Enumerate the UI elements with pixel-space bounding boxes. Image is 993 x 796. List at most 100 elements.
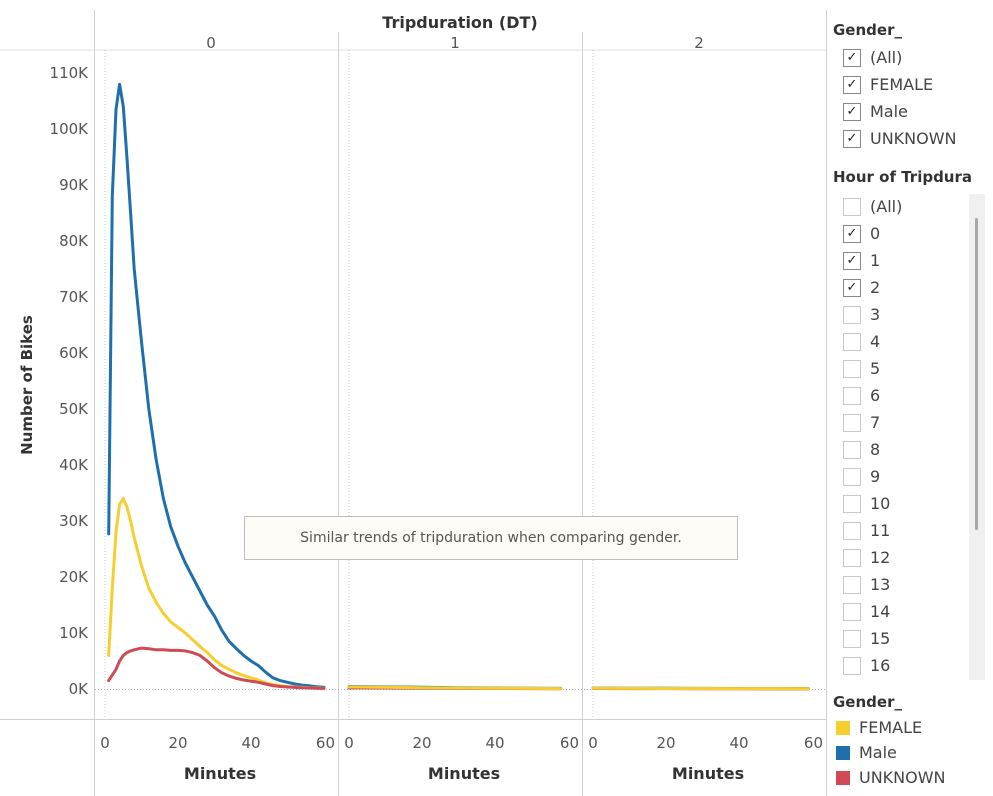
hour-filter-option[interactable]: 3 xyxy=(833,301,973,328)
y-tick-label: 110K xyxy=(50,64,90,82)
gender-filter: Gender_ ✓ (All) ✓ FEMALE ✓ Male ✓ UNKNOWN xyxy=(833,19,993,152)
y-tick-label: 50K xyxy=(59,400,89,418)
chart-frame xyxy=(0,10,827,796)
gender-filter-checkbox[interactable]: ✓ xyxy=(843,102,861,121)
hour-filter-checkbox[interactable] xyxy=(843,602,861,621)
hour-filter-option-label: 5 xyxy=(870,359,881,378)
hour-filter-checkbox[interactable] xyxy=(843,521,861,540)
hour-filter-option-label: 11 xyxy=(870,521,891,540)
hour-filter-option-label: (All) xyxy=(870,197,903,216)
legend-label: UNKNOWN xyxy=(859,768,946,787)
hour-filter-checkbox[interactable]: ✓ xyxy=(843,278,861,297)
hour-filter-checkbox[interactable] xyxy=(843,575,861,594)
y-tick-label: 100K xyxy=(50,120,90,138)
hour-filter-option[interactable]: 15 xyxy=(833,625,973,652)
hour-filter-checkbox[interactable] xyxy=(843,548,861,567)
gender-filter-checkbox[interactable]: ✓ xyxy=(843,129,861,148)
hour-filter-option-label: 1 xyxy=(870,251,881,270)
x-tick-label: 60 xyxy=(804,734,823,752)
hour-filter-option[interactable]: 13 xyxy=(833,571,973,598)
check-icon: ✓ xyxy=(846,76,858,92)
gender-filter-checkbox[interactable]: ✓ xyxy=(843,75,861,94)
hour-filter-option[interactable]: 14 xyxy=(833,598,973,625)
chart-gridlines xyxy=(95,50,826,719)
annotation-text: Similar trends of tripduration when comp… xyxy=(300,530,682,546)
hour-filter-scroll-thumb[interactable] xyxy=(975,218,978,530)
hour-filter-option[interactable]: 4 xyxy=(833,328,973,355)
hour-filter: Hour of Tripdura.. (All) ✓ 0 ✓ 1 ✓ 2 3 4 5 6 7 8 9 10 1… xyxy=(833,166,973,679)
color-legend: Gender_ FEMALE Male UNKNOWN xyxy=(833,691,993,790)
y-tick-label: 0K xyxy=(69,680,90,698)
hour-filter-option-label: 7 xyxy=(870,413,881,432)
hour-filter-option[interactable]: 5 xyxy=(833,355,973,382)
gender-filter-option[interactable]: ✓ FEMALE xyxy=(833,71,993,98)
hour-filter-checkbox[interactable] xyxy=(843,629,861,648)
hour-filter-checkbox[interactable] xyxy=(843,440,861,459)
hour-filter-option-label: 16 xyxy=(870,656,891,675)
x-tick-label: 0 xyxy=(344,734,354,752)
gender-filter-option[interactable]: ✓ (All) xyxy=(833,44,993,71)
hour-filter-checkbox[interactable] xyxy=(843,386,861,405)
hour-filter-checkbox[interactable]: ✓ xyxy=(843,224,861,243)
hour-filter-checkbox[interactable]: ✓ xyxy=(843,251,861,270)
gender-filter-checkbox[interactable]: ✓ xyxy=(843,48,861,67)
gender-filter-option-label: Male xyxy=(870,102,908,121)
x-tick-label: 0 xyxy=(588,734,598,752)
x-tick-label: 40 xyxy=(485,734,504,752)
hour-filter-option[interactable]: ✓ 1 xyxy=(833,247,973,274)
hour-filter-option[interactable]: 6 xyxy=(833,382,973,409)
hour-filter-option[interactable]: 11 xyxy=(833,517,973,544)
gender-filter-option[interactable]: ✓ UNKNOWN xyxy=(833,125,993,152)
gender-filter-option[interactable]: ✓ Male xyxy=(833,98,993,125)
x-tick-label: 20 xyxy=(412,734,431,752)
hour-filter-checkbox[interactable] xyxy=(843,656,861,675)
gender-filter-option-label: UNKNOWN xyxy=(870,129,957,148)
hour-filter-checkbox[interactable] xyxy=(843,305,861,324)
hour-filter-option-label: 9 xyxy=(870,467,881,486)
legend-item[interactable]: UNKNOWN xyxy=(833,765,993,790)
y-tick-label: 30K xyxy=(59,512,89,530)
check-icon: ✓ xyxy=(846,225,858,241)
hour-filter-checkbox[interactable] xyxy=(843,359,861,378)
hour-filter-option-label: 14 xyxy=(870,602,891,621)
check-icon: ✓ xyxy=(846,252,858,268)
hour-filter-option-label: 4 xyxy=(870,332,881,351)
hour-filter-option[interactable]: 12 xyxy=(833,544,973,571)
legend-title: Gender_ xyxy=(833,693,902,711)
check-icon: ✓ xyxy=(846,49,858,65)
hour-filter-checkbox[interactable] xyxy=(843,332,861,351)
hour-filter-checkbox[interactable] xyxy=(843,413,861,432)
y-tick-label: 40K xyxy=(59,456,89,474)
x-tick-label: 20 xyxy=(656,734,675,752)
legend-swatch xyxy=(836,745,850,760)
gender-filter-option-label: (All) xyxy=(870,48,903,67)
hour-filter-option-label: 0 xyxy=(870,224,881,243)
check-icon: ✓ xyxy=(846,130,858,146)
chart-labels: Tripduration (DT) Number of Bikes 0K 10K 20K… xyxy=(18,13,823,783)
x-tick-label: 20 xyxy=(168,734,187,752)
legend-item[interactable]: FEMALE xyxy=(833,715,993,740)
y-tick-label: 90K xyxy=(59,176,89,194)
legend-item[interactable]: Male xyxy=(833,740,993,765)
x-axis-label: Minutes xyxy=(184,764,256,783)
hour-filter-option[interactable]: (All) xyxy=(833,193,973,220)
hour-filter-option-label: 12 xyxy=(870,548,891,567)
hour-filter-option[interactable]: 7 xyxy=(833,409,973,436)
panel-header-label: 0 xyxy=(206,34,216,52)
hour-filter-option[interactable]: ✓ 2 xyxy=(833,274,973,301)
y-tick-label: 70K xyxy=(59,288,89,306)
column-header-title: Tripduration (DT) xyxy=(382,13,537,32)
hour-filter-option[interactable]: ✓ 0 xyxy=(833,220,973,247)
hour-filter-option-label: 10 xyxy=(870,494,891,513)
x-axis-label: Minutes xyxy=(672,764,744,783)
legend-swatch xyxy=(836,770,850,785)
hour-filter-checkbox[interactable] xyxy=(843,197,861,216)
annotation-box: Similar trends of tripduration when comp… xyxy=(244,516,738,560)
hour-filter-option[interactable]: 8 xyxy=(833,436,973,463)
hour-filter-checkbox[interactable] xyxy=(843,467,861,486)
hour-filter-option[interactable]: 9 xyxy=(833,463,973,490)
x-tick-label: 60 xyxy=(316,734,335,752)
hour-filter-option[interactable]: 10 xyxy=(833,490,973,517)
hour-filter-option[interactable]: 16 xyxy=(833,652,973,679)
hour-filter-checkbox[interactable] xyxy=(843,494,861,513)
